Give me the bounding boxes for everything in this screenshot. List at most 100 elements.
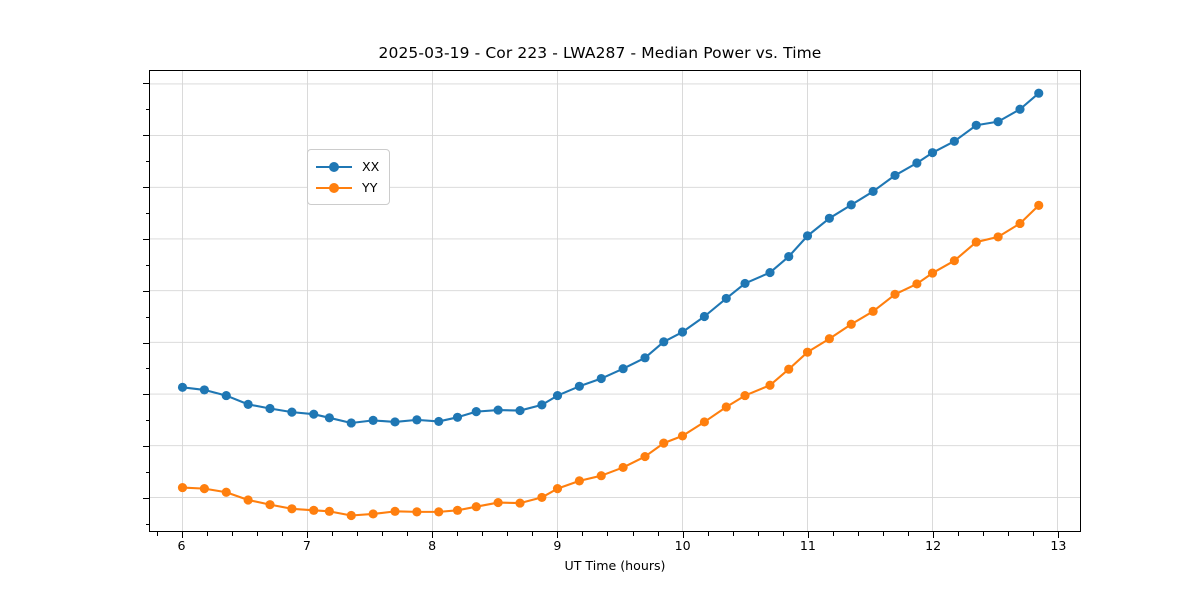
y-tick-minor: [145, 264, 149, 266]
data-point: [412, 507, 422, 517]
data-point: [177, 483, 188, 493]
data-point: [493, 405, 503, 415]
data-point: [949, 136, 959, 146]
x-tick-mark: [682, 532, 684, 538]
x-tick-mark: [181, 532, 183, 538]
data-point: [927, 148, 938, 158]
data-point: [721, 402, 731, 412]
data-point: [574, 381, 584, 391]
data-point: [552, 484, 563, 494]
x-tick-label: 13: [1050, 538, 1067, 553]
data-point: [368, 509, 378, 519]
data-point: [846, 200, 856, 210]
y-tick-mark: [143, 290, 149, 292]
chart-title: 2025-03-19 - Cor 223 - LWA287 - Median P…: [378, 44, 822, 62]
data-point: [971, 237, 981, 247]
x-tick-minor: [657, 532, 659, 536]
x-tick-minor: [457, 532, 459, 536]
x-tick-minor: [382, 532, 383, 536]
data-point: [949, 256, 959, 266]
y-tick-mark: [143, 446, 149, 448]
data-point: [1015, 218, 1025, 229]
x-tick-minor: [883, 532, 885, 536]
data-point: [784, 251, 794, 262]
legend-item-yy: YY: [316, 177, 379, 198]
data-point: [740, 391, 750, 401]
x-tick-minor: [231, 532, 233, 536]
data-point: [596, 471, 606, 481]
data-point: [177, 382, 188, 392]
data-point: [640, 353, 650, 363]
x-tick-minor: [156, 532, 158, 536]
data-point: [452, 412, 463, 422]
data-point: [368, 415, 378, 425]
x-axis-label: UT Time (hours): [564, 558, 666, 573]
y-tick-minor: [145, 368, 149, 370]
x-tick-minor: [782, 532, 784, 536]
data-point: [868, 186, 878, 197]
series-line-xx: [181, 92, 1040, 425]
data-point: [390, 506, 400, 516]
chart-legend[interactable]: XX YY: [307, 149, 391, 205]
data-point: [677, 327, 688, 337]
x-tick-minor: [757, 532, 759, 536]
data-point: [434, 416, 444, 427]
data-point: [993, 117, 1003, 127]
data-point: [221, 391, 231, 401]
y-tick-minor: [145, 472, 149, 474]
x-tick-minor: [908, 532, 910, 536]
data-point: [243, 399, 253, 409]
plot-area: XX YY: [149, 70, 1081, 532]
x-tick-label: 7: [302, 538, 311, 553]
x-tick-mark: [557, 532, 559, 538]
legend-label-xx: XX: [362, 159, 380, 174]
data-point: [699, 311, 709, 322]
x-tick-label: 10: [674, 538, 691, 553]
x-tick-minor: [281, 532, 283, 536]
y-tick-minor: [145, 316, 149, 318]
x-tick-mark: [933, 532, 935, 538]
data-series-layer: [177, 88, 1044, 521]
x-tick-minor: [607, 532, 609, 536]
x-tick-minor: [331, 532, 333, 536]
data-point: [287, 504, 297, 514]
data-point: [537, 492, 547, 502]
legend-marker-yy: [316, 181, 352, 195]
y-tick-mark: [143, 134, 149, 136]
data-point: [618, 364, 628, 374]
data-point: [784, 364, 794, 374]
x-tick-minor: [858, 532, 860, 536]
data-point: [471, 502, 481, 512]
data-point: [868, 306, 878, 316]
data-point: [993, 232, 1003, 242]
y-tick-mark: [143, 82, 149, 84]
y-tick-minor: [145, 108, 149, 110]
data-point: [324, 506, 334, 516]
x-tick-minor: [532, 532, 534, 536]
data-point: [699, 417, 709, 427]
x-tick-mark: [306, 532, 308, 538]
x-tick-minor: [983, 532, 985, 536]
data-point: [221, 487, 231, 497]
data-point: [971, 120, 981, 130]
data-point: [740, 278, 750, 289]
data-point: [824, 334, 834, 344]
data-point: [1034, 200, 1044, 210]
x-tick-mark: [1058, 532, 1060, 538]
y-tick-mark: [143, 238, 149, 240]
data-point: [765, 267, 775, 278]
y-tick-minor: [145, 160, 149, 162]
data-point: [912, 279, 922, 289]
y-tick-minor: [145, 212, 149, 214]
data-point: [346, 418, 356, 428]
y-tick-mark: [143, 342, 149, 344]
data-point: [890, 170, 900, 180]
series-line-yy: [181, 204, 1040, 517]
x-tick-minor: [407, 532, 409, 536]
y-tick-minor: [145, 524, 149, 526]
data-point: [802, 231, 813, 241]
data-point: [493, 497, 503, 508]
x-tick-minor: [1033, 532, 1035, 536]
data-point: [721, 293, 731, 303]
